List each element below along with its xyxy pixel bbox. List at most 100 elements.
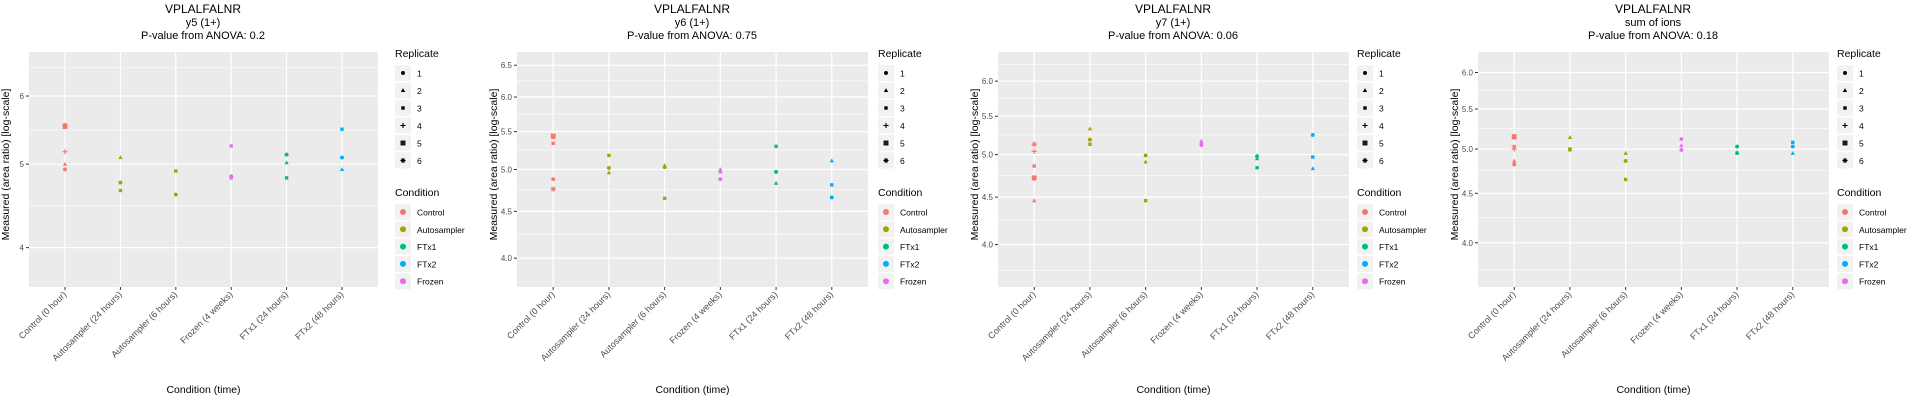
data-point: [1512, 158, 1517, 163]
legend-replicate-triangle-icon: [1842, 88, 1848, 93]
data-point: [718, 170, 723, 174]
data-point: [1088, 142, 1092, 146]
legend: Replicate 1 2 3 4 5 6 Condition Control Autosampl…: [878, 48, 948, 290]
data-point: [118, 155, 123, 160]
data-point: [118, 180, 123, 185]
data-point: [1032, 198, 1037, 203]
legend-replicate-label: 3: [900, 104, 905, 114]
data-point: [1032, 164, 1036, 168]
data-point: [1679, 137, 1684, 141]
y-tick-label: 5.5: [501, 128, 513, 137]
plot-background: [29, 52, 378, 287]
plot-background: [998, 52, 1349, 287]
data-point: [62, 149, 68, 155]
legend-replicate-label: 4: [1859, 121, 1864, 131]
data-point: [718, 167, 723, 172]
data-point: [173, 192, 178, 197]
legend-replicate-triangle-icon: [883, 88, 889, 93]
data-point: [1790, 150, 1795, 155]
y-tick-label: 6.0: [1462, 68, 1474, 77]
legend-replicate-label: 3: [1379, 104, 1384, 114]
data-point: [1623, 177, 1628, 182]
x-tick-label: FTx1 (24 hours): [238, 289, 290, 341]
data-point: [1511, 134, 1517, 141]
legend-replicate-label: 5: [900, 139, 905, 149]
legend-replicate-title: Replicate: [878, 48, 922, 60]
x-tick-label: FTx1 (24 hours): [1688, 289, 1740, 341]
data-point: [1255, 154, 1260, 159]
legend-condition-control-icon: [1842, 209, 1848, 215]
data-point: [1032, 176, 1037, 181]
legend-condition-label: Autosampler: [900, 225, 948, 235]
legend-replicate-title: Replicate: [1357, 48, 1401, 60]
x-tick-label: FTx1 (24 hours): [1208, 289, 1260, 341]
legend-replicate-label: 5: [1379, 139, 1384, 149]
legend-condition-frozen-icon: [1362, 278, 1368, 285]
legend-replicate-label: 5: [1859, 139, 1864, 149]
legend-condition-title: Condition: [395, 187, 440, 199]
legend-replicate-label: 6: [1859, 156, 1864, 166]
legend-condition-ftx2-icon: [1842, 260, 1848, 267]
legend-replicate-label: 4: [900, 121, 905, 131]
data-point: [1790, 144, 1795, 149]
chart-subtitle: y5 (1+): [186, 17, 221, 29]
x-tick-label: FTx1 (24 hours): [727, 289, 779, 341]
legend-replicate-label: 2: [900, 86, 905, 96]
data-point: [718, 177, 723, 182]
x-tick-label: FTx2 (48 hours): [293, 289, 345, 341]
data-point: [339, 167, 345, 172]
y-tick-label: 4.5: [982, 193, 994, 202]
y-tick-label: 6.0: [501, 93, 513, 102]
y-tick-label: 5.5: [1462, 105, 1474, 114]
chart-subtitle: sum of ions: [1625, 17, 1682, 29]
data-point: [1199, 143, 1204, 148]
legend-replicate-triangle-icon: [1362, 88, 1368, 93]
data-point: [1791, 140, 1795, 145]
legend-condition-label: FTx2: [1379, 259, 1399, 269]
legend-replicate-circle-icon: [884, 71, 888, 75]
legend-replicate-label: 1: [1379, 69, 1384, 79]
legend-condition-autosampler-icon: [1362, 226, 1368, 233]
legend-replicate-label: 2: [1859, 86, 1864, 96]
legend-replicate-boxed-x-icon: [883, 140, 889, 146]
data-point: [551, 177, 556, 182]
y-tick-label: 5.5: [982, 112, 994, 121]
legend-condition-ftx2-icon: [400, 260, 406, 267]
legend-condition-label: FTx1: [900, 242, 920, 252]
legend-replicate-circle-icon: [401, 71, 405, 75]
data-point: [229, 144, 233, 148]
data-point: [1255, 166, 1259, 170]
legend-condition-ftx2-icon: [883, 260, 889, 267]
chart-pvalue: P-value from ANOVA: 0.2: [141, 30, 265, 42]
y-tick-label: 5.0: [982, 151, 994, 160]
legend-replicate-triangle-icon: [400, 88, 406, 93]
legend-condition-title: Condition: [1837, 187, 1882, 199]
legend-condition-label: FTx1: [417, 242, 437, 252]
legend-condition-label: Control: [900, 208, 928, 218]
legend-condition-label: Frozen: [417, 277, 444, 287]
chart-title: VPLALFALNR: [1135, 2, 1211, 16]
legend-condition-label: FTx2: [900, 259, 920, 269]
legend-replicate-label: 1: [1859, 69, 1864, 79]
x-axis-label: Condition (time): [1136, 384, 1210, 396]
legend-condition-autosampler-icon: [883, 226, 889, 233]
data-point: [1087, 137, 1092, 142]
legend: Replicate 1 2 3 4 5 6 Condition Control Autosampl…: [395, 48, 465, 290]
legend-replicate-circle-icon: [1363, 71, 1367, 75]
legend-replicate-asterisk-icon: [1842, 157, 1848, 164]
x-axis-label: Condition (time): [1616, 384, 1690, 396]
x-tick-label: Control (0 hour): [505, 289, 557, 341]
data-point: [662, 165, 667, 170]
legend-replicate-label: 6: [1379, 156, 1384, 166]
y-tick-label: 5.0: [1462, 145, 1474, 154]
data-point: [1679, 143, 1684, 148]
data-point: [551, 135, 555, 140]
legend-replicate-label: 2: [417, 86, 422, 96]
y-tick-label: 6: [20, 92, 25, 101]
data-point: [63, 167, 67, 172]
legend-condition-label: FTx2: [417, 259, 437, 269]
legend-condition-frozen-icon: [883, 278, 889, 285]
